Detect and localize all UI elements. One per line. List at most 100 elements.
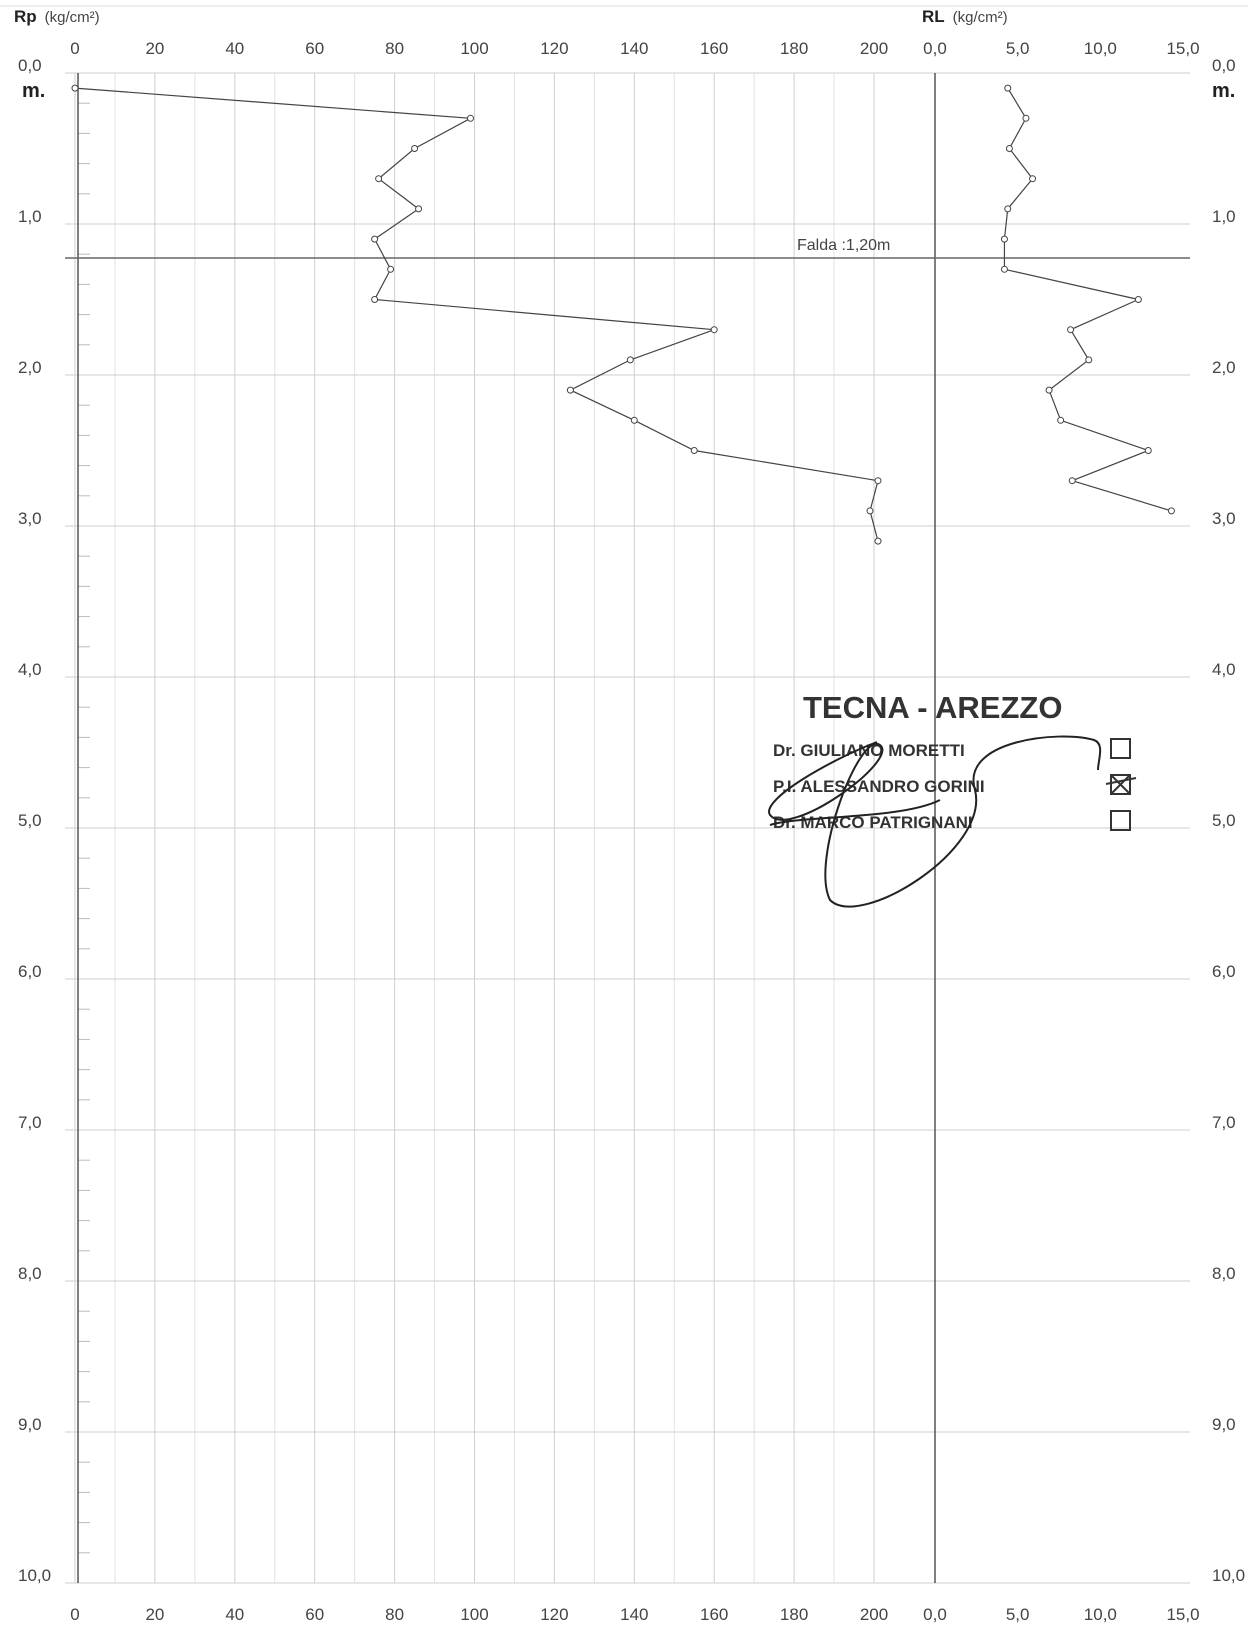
rp-series-point bbox=[690, 447, 698, 454]
rp-top-tick-label: 0 bbox=[70, 39, 79, 58]
rp-series-point bbox=[371, 296, 379, 303]
rl-bottom-tick-label: 5,0 bbox=[1006, 1605, 1030, 1624]
rp-axis-label: Rp (kg/cm²) bbox=[14, 7, 100, 26]
stamp-checkbox-1 bbox=[1110, 738, 1131, 759]
depth-tick-label-right: 9,0 bbox=[1212, 1415, 1236, 1434]
rp-bottom-tick-label: 180 bbox=[780, 1605, 808, 1624]
rp-series-line bbox=[74, 87, 879, 542]
depth-tick-label-right: 8,0 bbox=[1212, 1264, 1236, 1283]
rp-bottom-tick-label: 20 bbox=[145, 1605, 164, 1624]
rl-series-point bbox=[1000, 265, 1008, 273]
rl-bottom-tick-label: 0,0 bbox=[923, 1605, 947, 1624]
rp-series-point bbox=[371, 235, 379, 243]
depth-tick-label-left: 5,0 bbox=[18, 811, 42, 830]
water-table-label: Falda :1,20m bbox=[797, 237, 890, 254]
rp-series-point bbox=[71, 84, 79, 92]
depth-tick-label-right: 4,0 bbox=[1212, 660, 1236, 679]
rp-bottom-tick-label: 140 bbox=[620, 1605, 648, 1624]
rp-series-point bbox=[630, 416, 638, 424]
rl-series-point bbox=[1085, 356, 1093, 364]
grid-layer bbox=[65, 72, 1190, 1584]
rp-bottom-tick-label: 0 bbox=[70, 1605, 79, 1624]
rp-series-point bbox=[866, 507, 874, 515]
stamp: TECNA - AREZZO Dr. GIULIANO MORETTI P.I.… bbox=[768, 690, 1137, 908]
rp-series-point bbox=[467, 114, 475, 122]
tick-layer: 0 0 20 20 40 40 60 60 80 80 100 100 120 120 140 140 160 1… bbox=[18, 39, 1245, 1624]
rp-bottom-tick-label: 200 bbox=[860, 1605, 888, 1624]
depth-tick-label-right: 7,0 bbox=[1212, 1113, 1236, 1132]
stamp-company: TECNA - AREZZO bbox=[803, 690, 1062, 725]
rp-bottom-tick-label: 100 bbox=[460, 1605, 488, 1624]
rl-top-tick-label: 0,0 bbox=[923, 39, 947, 58]
rp-top-tick-label: 140 bbox=[620, 39, 648, 58]
series-layer bbox=[71, 84, 1175, 545]
rl-axis-label: RL (kg/cm²) bbox=[922, 7, 1008, 26]
rp-top-tick-label: 200 bbox=[860, 39, 888, 58]
rp-bottom-tick-label: 80 bbox=[385, 1605, 404, 1624]
rl-series-point bbox=[1004, 84, 1012, 92]
rp-series-point bbox=[387, 265, 395, 273]
rp-bottom-tick-label: 160 bbox=[700, 1605, 728, 1624]
rl-series-point bbox=[1167, 507, 1175, 515]
rl-series-point bbox=[1029, 175, 1037, 183]
depth-tick-label-right: 6,0 bbox=[1212, 962, 1236, 981]
rp-top-tick-label: 20 bbox=[145, 39, 164, 58]
depth-tick-label-left: 0,0 bbox=[18, 56, 42, 75]
stamp-checkbox-2 bbox=[1110, 774, 1131, 795]
depth-tick-label-left: 4,0 bbox=[18, 660, 42, 679]
rp-bottom-tick-label: 40 bbox=[225, 1605, 244, 1624]
depth-tick-label-right: 2,0 bbox=[1212, 358, 1236, 377]
stamp-check-mark bbox=[1105, 775, 1137, 794]
rl-series-point bbox=[1144, 447, 1152, 454]
depth-tick-label-left: 2,0 bbox=[18, 358, 42, 377]
rl-series-point bbox=[1005, 145, 1013, 152]
depth-tick-label-left: 8,0 bbox=[18, 1264, 42, 1283]
depth-tick-label-right: 5,0 bbox=[1212, 811, 1236, 830]
rl-series-point bbox=[1045, 386, 1053, 394]
rp-top-tick-label: 60 bbox=[305, 39, 324, 58]
rp-series-point bbox=[566, 386, 574, 394]
stamp-person-1: Dr. GIULIANO MORETTI bbox=[773, 741, 965, 760]
rl-top-tick-label: 15,0 bbox=[1166, 39, 1199, 58]
depth-tick-label-right: 10,0 bbox=[1212, 1566, 1245, 1585]
rl-top-tick-label: 5,0 bbox=[1006, 39, 1030, 58]
rp-series-point bbox=[710, 326, 718, 334]
rp-top-tick-label: 100 bbox=[460, 39, 488, 58]
depth-unit-right: m. bbox=[1212, 80, 1235, 102]
rp-top-tick-label: 180 bbox=[780, 39, 808, 58]
rp-series-point bbox=[411, 145, 419, 152]
depth-tick-label-left: 6,0 bbox=[18, 962, 42, 981]
signature bbox=[768, 735, 1102, 908]
depth-tick-label-right: 3,0 bbox=[1212, 509, 1236, 528]
rp-top-tick-label: 80 bbox=[385, 39, 404, 58]
rp-bottom-tick-label: 120 bbox=[540, 1605, 568, 1624]
rp-top-tick-label: 160 bbox=[700, 39, 728, 58]
rp-series-point bbox=[415, 205, 423, 213]
depth-tick-label-right: 1,0 bbox=[1212, 207, 1236, 226]
rl-top-tick-label: 10,0 bbox=[1084, 39, 1117, 58]
rl-series-line bbox=[1003, 87, 1172, 512]
depth-tick-label-left: 9,0 bbox=[18, 1415, 42, 1434]
rl-series-point bbox=[1134, 296, 1142, 303]
rl-series-point bbox=[1067, 326, 1075, 334]
stamp-person-2: P.I. ALESSANDRO GORINI bbox=[773, 777, 985, 796]
rp-series-point bbox=[874, 537, 882, 545]
rl-series-point bbox=[1000, 235, 1008, 243]
depth-tick-label-left: 3,0 bbox=[18, 509, 42, 528]
rl-series-point bbox=[1004, 205, 1012, 213]
rl-bottom-tick-label: 10,0 bbox=[1084, 1605, 1117, 1624]
rp-bottom-tick-label: 60 bbox=[305, 1605, 324, 1624]
rp-top-tick-label: 40 bbox=[225, 39, 244, 58]
rl-series-point bbox=[1022, 114, 1030, 122]
rl-bottom-tick-label: 15,0 bbox=[1166, 1605, 1199, 1624]
depth-tick-label-left: 10,0 bbox=[18, 1566, 51, 1585]
rl-series-point bbox=[1057, 416, 1065, 424]
rp-series-point bbox=[874, 477, 882, 485]
rp-series-point bbox=[626, 356, 634, 364]
depth-unit-left: m. bbox=[22, 80, 45, 102]
depth-tick-label-left: 7,0 bbox=[18, 1113, 42, 1132]
depth-tick-label-right: 0,0 bbox=[1212, 56, 1236, 75]
rp-top-tick-label: 120 bbox=[540, 39, 568, 58]
rl-series-point bbox=[1068, 477, 1076, 485]
